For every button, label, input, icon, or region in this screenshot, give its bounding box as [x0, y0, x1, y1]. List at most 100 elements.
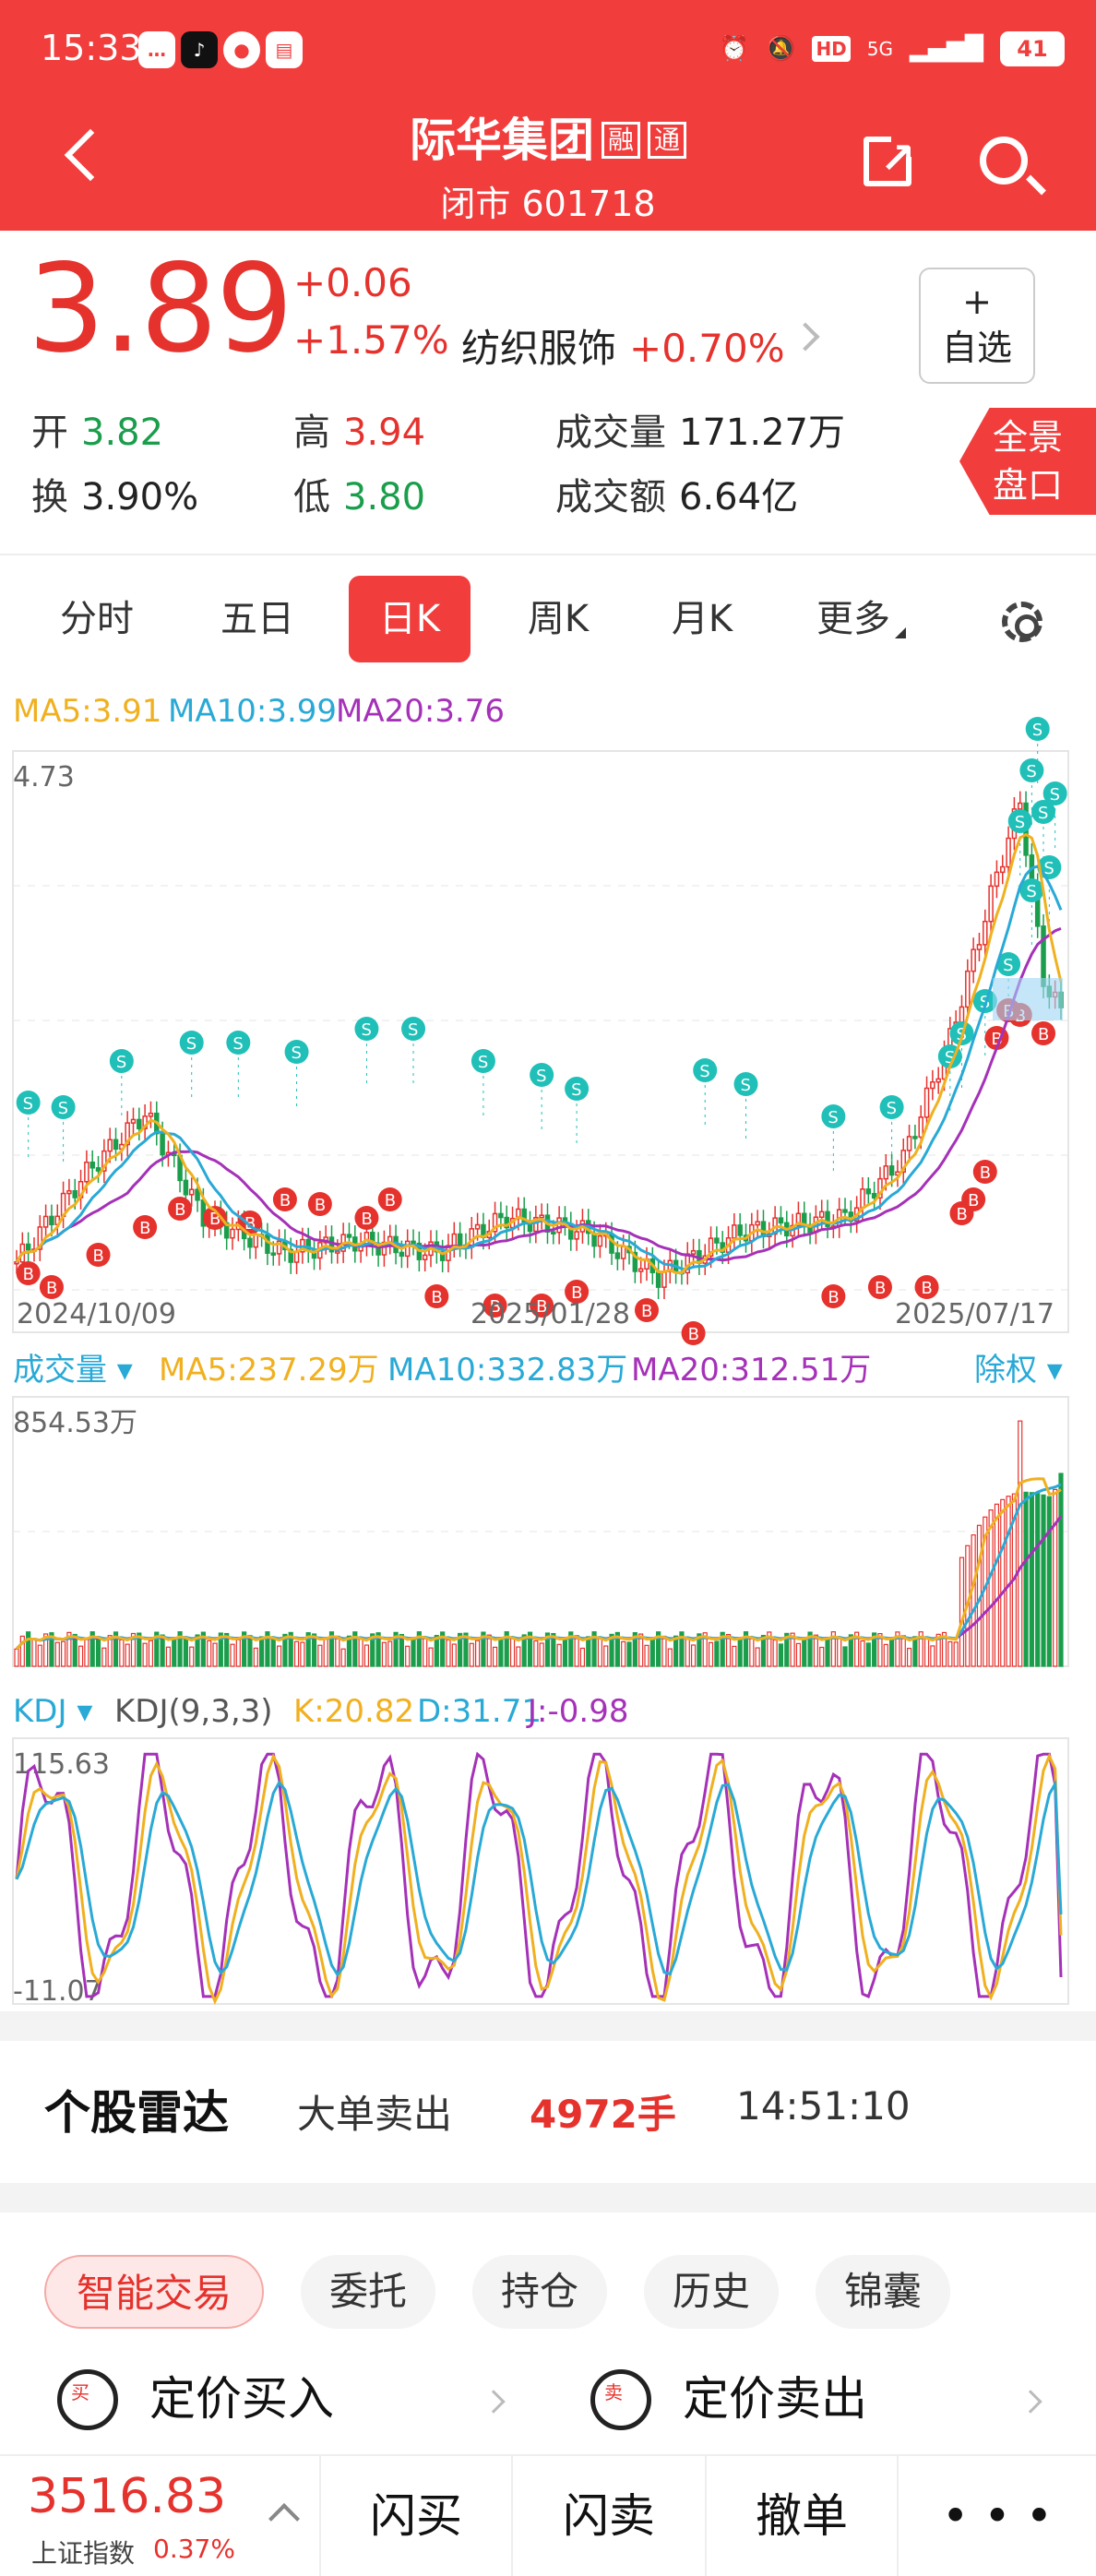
panorama-button[interactable]: 全景 盘口 — [959, 408, 1096, 515]
chip-history[interactable]: 历史 — [644, 2255, 779, 2329]
add-favorite-button[interactable]: + 自选 — [919, 268, 1035, 384]
volume-bar — [31, 1638, 37, 1667]
date-label-mid: 2025/01/28 — [471, 1298, 630, 1330]
industry-pct: +0.70% — [629, 326, 785, 371]
volume-bar — [474, 1640, 481, 1667]
kdj-axis-top: 115.63 — [13, 1748, 110, 1781]
volume-bar — [270, 1638, 276, 1667]
candle-body — [661, 1270, 667, 1288]
volume-bar — [463, 1632, 469, 1667]
volume-bar — [130, 1632, 137, 1667]
limit-sell-button[interactable]: 定价卖出 — [683, 2372, 867, 2426]
volume-bar — [830, 1631, 836, 1667]
kdj-label[interactable]: KDJ ▾ — [13, 1693, 92, 1730]
tab-daily-k[interactable]: 日K — [349, 576, 471, 662]
stock-title: 际华集团融通 — [0, 103, 1096, 170]
price-grid — [13, 885, 1068, 1291]
search-icon[interactable] — [980, 137, 1028, 185]
industry-link[interactable]: 纺织服饰 +0.70% — [461, 317, 785, 374]
settings-gear-icon[interactable] — [1002, 602, 1042, 642]
vol-ma5-line — [15, 1477, 1062, 1651]
buy-signal-marker — [39, 1275, 64, 1299]
volume-bar — [148, 1640, 154, 1667]
volume-bar — [288, 1631, 293, 1667]
volume-bar — [399, 1633, 404, 1667]
period-tabs: 分时 五日 日K 周K 月K 更多 — [0, 554, 1096, 683]
tab-weekly-k[interactable]: 周K — [527, 598, 590, 640]
volume-bar — [19, 1635, 25, 1667]
volume-bar — [994, 1503, 1000, 1667]
volume-bar — [579, 1647, 586, 1667]
chip-tips[interactable]: 锦囊 — [816, 2255, 950, 2329]
chevron-up-icon[interactable] — [268, 2503, 300, 2534]
candle-body — [457, 1233, 463, 1246]
sell-signal-letter: S — [571, 1080, 581, 1100]
kdj-j-value: J:-0.98 — [526, 1693, 628, 1730]
volume-bar — [235, 1639, 241, 1667]
kdj-d-value: D:31.71 — [417, 1693, 542, 1730]
price-change-pct: +1.57% — [293, 317, 449, 363]
clipboard-app-icon: ▤ — [266, 31, 303, 68]
chip-positions[interactable]: 持仓 — [472, 2255, 607, 2329]
volume-bar — [638, 1633, 644, 1667]
volume-bar — [137, 1632, 142, 1667]
volume-bar — [743, 1631, 749, 1667]
share-icon[interactable] — [864, 129, 919, 186]
candle-body — [270, 1252, 277, 1256]
status-time: 15:33 — [41, 28, 142, 68]
volume-bar — [481, 1631, 486, 1667]
volume-bar — [626, 1641, 632, 1667]
buy-signal-letter: B — [139, 1219, 150, 1238]
volume-bar — [84, 1638, 89, 1667]
kline-chart[interactable]: MA5:3.91 MA10:3.99 MA20:3.76 4.73 S SSS S S… — [0, 672, 1096, 2011]
volume-bar — [72, 1633, 77, 1667]
volume-bar — [207, 1640, 212, 1667]
candle-body — [539, 1214, 544, 1219]
limit-buy-button[interactable]: 定价买入 — [149, 2372, 334, 2426]
volume-bar — [708, 1641, 714, 1667]
stat-volume: 成交量 171.27万 — [555, 411, 845, 454]
limit-sell-icon: 卖 — [590, 2369, 651, 2430]
volume-bar — [293, 1640, 300, 1667]
volume-bar — [860, 1640, 865, 1667]
tab-monthly-k[interactable]: 月K — [671, 598, 733, 640]
ex-rights-toggle[interactable]: 除权 ▾ — [974, 1352, 1063, 1389]
sell-signal-marker — [1007, 809, 1032, 833]
candle-body — [411, 1240, 416, 1245]
flash-buy-button[interactable]: 闪买 — [319, 2456, 511, 2576]
volume-bar — [644, 1644, 649, 1667]
limit-buy-icon: 买 — [57, 2369, 118, 2430]
volume-bar — [440, 1631, 446, 1667]
volume-bar — [661, 1635, 667, 1667]
volume-bar — [317, 1644, 323, 1667]
tab-five-day[interactable]: 五日 — [220, 598, 294, 640]
candle-body — [533, 1216, 539, 1233]
candle-body — [1006, 837, 1011, 868]
ma5-legend: MA5:3.91 — [13, 693, 161, 730]
volume-bar — [101, 1647, 107, 1667]
candle-body — [25, 1243, 31, 1251]
index-value[interactable]: 3516.83 — [28, 2469, 227, 2524]
volume-bar — [772, 1639, 778, 1667]
message-app-icon: … — [138, 31, 175, 68]
tab-timeshare[interactable]: 分时 — [60, 598, 134, 640]
candle-body — [865, 1188, 872, 1195]
flash-sell-button[interactable]: 闪卖 — [511, 2456, 705, 2576]
chip-smart-trade[interactable]: 智能交易 — [44, 2255, 264, 2329]
candle-body — [842, 1209, 848, 1213]
candle-body — [1000, 865, 1006, 874]
volume-label[interactable]: 成交量 ▾ — [13, 1352, 133, 1389]
chip-orders[interactable]: 委托 — [301, 2255, 435, 2329]
volume-bar — [842, 1646, 848, 1667]
candle-body — [737, 1224, 743, 1236]
volume-bar — [900, 1635, 906, 1667]
candle-body — [795, 1212, 802, 1227]
kdj-k-line — [15, 1752, 1063, 2005]
candle-body — [935, 1078, 941, 1083]
cancel-order-button[interactable]: 撤单 — [705, 2456, 897, 2576]
candle-body — [778, 1217, 784, 1224]
more-button[interactable]: • • • — [897, 2456, 1096, 2576]
volume-bar — [807, 1631, 813, 1667]
tab-more[interactable]: 更多 — [816, 598, 890, 640]
